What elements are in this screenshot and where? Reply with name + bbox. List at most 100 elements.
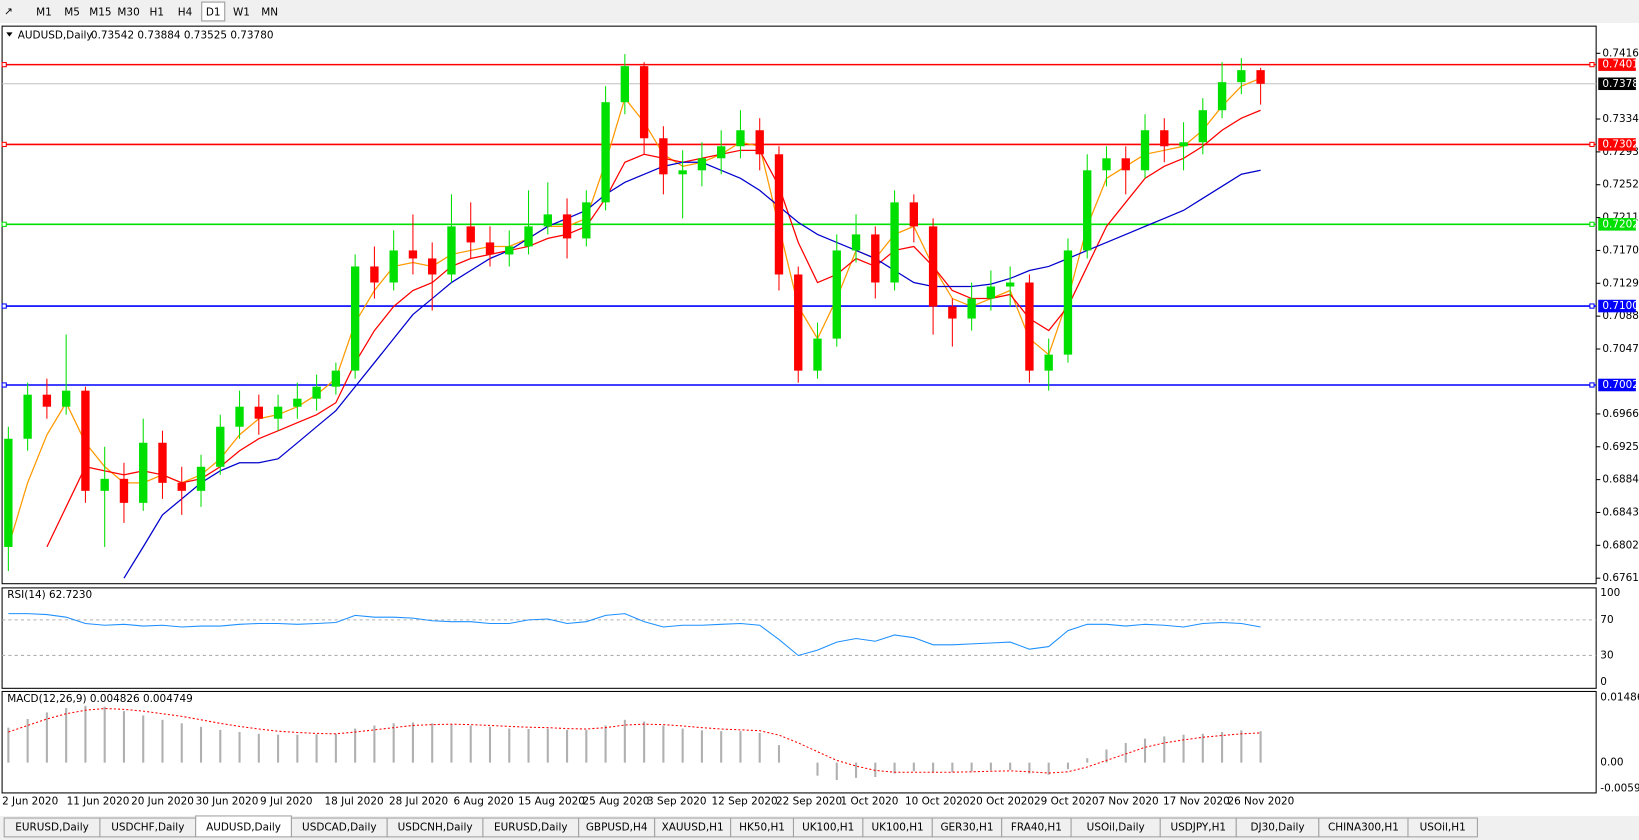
candle-body <box>1121 158 1130 171</box>
candle-body <box>1198 110 1207 143</box>
tab-label[interactable]: USDCNH,Daily <box>398 821 473 833</box>
candle-body <box>1005 282 1015 287</box>
candle-body <box>42 394 52 407</box>
candle-body <box>1063 250 1073 355</box>
level-label: 0.70021 <box>1602 379 1639 391</box>
x-tick-label: 20 Oct 2020 <box>969 795 1034 807</box>
candle-body <box>331 370 341 387</box>
candle-body <box>447 226 456 275</box>
level-label-box <box>1598 218 1636 231</box>
rsi-tick-label: 70 <box>1600 614 1613 626</box>
timeframe-button[interactable]: H1 <box>150 7 164 19</box>
candle-body <box>890 202 899 283</box>
tab-label[interactable]: USOil,Daily <box>1087 821 1145 833</box>
candle-body <box>177 482 186 491</box>
candle-body <box>1140 130 1150 171</box>
candle-body <box>216 426 225 467</box>
current-price-box <box>1598 77 1636 91</box>
candle-body <box>716 146 726 159</box>
x-tick-label: 11 Jun 2020 <box>67 795 130 807</box>
level-handle <box>1 62 7 68</box>
tab-label[interactable]: XAUUSD,H1 <box>662 821 724 833</box>
rsi-tick-label: 100 <box>1600 587 1620 599</box>
tab-label[interactable]: UK100,H1 <box>802 821 854 833</box>
candle-body <box>948 306 957 319</box>
x-tick-label: 17 Nov 2020 <box>1163 795 1230 807</box>
timeframe-button[interactable]: M1 <box>36 7 52 19</box>
candle-body <box>196 466 206 491</box>
candle-body <box>119 478 129 503</box>
x-tick-label: 25 Aug 2020 <box>583 795 650 807</box>
tab-label[interactable]: FRA40,H1 <box>1011 821 1062 833</box>
tab-label[interactable]: EURUSD,Daily <box>494 821 568 833</box>
timeframe-button[interactable]: M15 <box>89 7 111 19</box>
dropdown-arrow <box>6 32 13 37</box>
candle-body <box>697 158 707 171</box>
x-tick-label: 6 Aug 2020 <box>454 795 514 807</box>
tab-label[interactable]: HK50,H1 <box>739 821 785 833</box>
candle-body <box>774 154 784 275</box>
x-tick-label: 7 Nov 2020 <box>1098 795 1158 807</box>
candle-body <box>524 226 533 247</box>
macd-panel-frame <box>1 690 1597 794</box>
tab-label[interactable]: USDCAD,Daily <box>302 821 376 833</box>
candle-body <box>871 234 880 283</box>
timeframe-button[interactable]: D1 <box>206 7 221 19</box>
level-handle <box>1589 62 1595 68</box>
tab-label[interactable]: GER30,H1 <box>940 821 993 833</box>
tab-label[interactable]: USOil,H1 <box>1420 821 1466 833</box>
tab-label[interactable]: EURUSD,Daily <box>15 821 89 833</box>
timeframe-button[interactable]: M5 <box>64 7 80 19</box>
rsi-tick-label: 30 <box>1600 649 1613 661</box>
tab-label[interactable]: USDJPY,H1 <box>1170 821 1226 833</box>
tab-label[interactable]: GBPUSD,H4 <box>586 821 648 833</box>
candle-body <box>273 406 283 419</box>
timeframe-button[interactable]: H4 <box>178 7 193 19</box>
candle-body <box>428 258 437 275</box>
level-label-box <box>1598 299 1636 313</box>
candle-body <box>794 274 803 371</box>
x-tick-label: 2 Jun 2020 <box>2 795 58 807</box>
candle-body <box>350 266 360 371</box>
x-tick-label: 15 Aug 2020 <box>518 795 585 807</box>
toolbar <box>0 0 1639 25</box>
candle-body <box>158 442 167 483</box>
tab-label[interactable]: USDCHF,Daily <box>111 821 184 833</box>
x-tick-label: 12 Sep 2020 <box>712 795 778 807</box>
candle-body <box>986 286 996 299</box>
level-label: 0.73023 <box>1602 138 1639 150</box>
candle-body <box>139 442 148 503</box>
candle-body <box>23 394 32 439</box>
macd-tick-label: 0.014861 <box>1600 692 1639 704</box>
candle-body <box>1160 130 1169 147</box>
timeframe-button[interactable]: MN <box>261 7 278 19</box>
candle-body <box>967 298 976 319</box>
candle-body <box>909 202 919 227</box>
tab-label[interactable]: UK100,H1 <box>871 821 923 833</box>
timeframe-button[interactable]: W1 <box>233 7 250 19</box>
candle-body <box>678 170 687 175</box>
tab[interactable] <box>1407 817 1478 838</box>
level-handle <box>1589 221 1595 227</box>
tab-label[interactable]: CHINA300,H1 <box>1328 821 1399 833</box>
candle-body <box>1025 282 1034 371</box>
tab-label[interactable]: DJ30,Daily <box>1250 821 1304 833</box>
level-label-box <box>1598 138 1636 151</box>
timeframe-button[interactable]: M30 <box>117 7 139 19</box>
level-handle <box>1 141 7 148</box>
tab-label[interactable]: AUDUSD,Daily <box>206 821 281 833</box>
candle-body <box>639 66 649 139</box>
level-label-box <box>1598 378 1636 392</box>
candle-body <box>736 130 745 147</box>
level-handle <box>1 221 7 227</box>
level-label: 0.71006 <box>1602 300 1639 312</box>
